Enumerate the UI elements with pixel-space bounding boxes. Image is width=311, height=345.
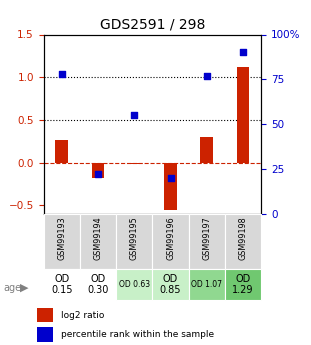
Bar bbox=[55, 140, 68, 162]
Point bbox=[59, 71, 64, 77]
Bar bbox=[189, 214, 225, 269]
Point bbox=[241, 50, 246, 55]
Text: GSM99198: GSM99198 bbox=[239, 217, 248, 260]
Bar bbox=[80, 269, 116, 300]
Bar bbox=[237, 67, 249, 162]
Text: age: age bbox=[3, 283, 21, 293]
Point bbox=[204, 73, 209, 79]
Point bbox=[132, 112, 137, 118]
Bar bbox=[225, 214, 261, 269]
Text: percentile rank within the sample: percentile rank within the sample bbox=[61, 330, 214, 339]
Text: GSM99194: GSM99194 bbox=[94, 217, 102, 260]
Text: OD 0.63: OD 0.63 bbox=[119, 280, 150, 289]
Text: OD
0.85: OD 0.85 bbox=[160, 274, 181, 295]
Text: GSM99197: GSM99197 bbox=[202, 217, 211, 260]
Text: OD
0.15: OD 0.15 bbox=[51, 274, 72, 295]
Bar bbox=[116, 269, 152, 300]
Bar bbox=[37, 308, 53, 322]
Bar bbox=[189, 269, 225, 300]
Bar bbox=[201, 137, 213, 162]
Text: GSM99196: GSM99196 bbox=[166, 217, 175, 260]
Title: GDS2591 / 298: GDS2591 / 298 bbox=[100, 18, 205, 32]
Text: OD
0.30: OD 0.30 bbox=[87, 274, 109, 295]
Bar bbox=[128, 162, 141, 164]
Bar bbox=[225, 269, 261, 300]
Bar bbox=[44, 269, 80, 300]
Point bbox=[168, 175, 173, 181]
Bar bbox=[44, 214, 80, 269]
Text: GSM99193: GSM99193 bbox=[57, 217, 66, 260]
Text: OD
1.29: OD 1.29 bbox=[232, 274, 254, 295]
Bar bbox=[80, 214, 116, 269]
Text: log2 ratio: log2 ratio bbox=[61, 311, 104, 320]
Bar bbox=[152, 214, 189, 269]
Point bbox=[95, 172, 100, 177]
Bar bbox=[37, 327, 53, 342]
Text: OD 1.07: OD 1.07 bbox=[191, 280, 222, 289]
Text: GSM99195: GSM99195 bbox=[130, 217, 139, 260]
Bar bbox=[92, 162, 104, 178]
Text: ▶: ▶ bbox=[20, 283, 28, 293]
Bar bbox=[152, 269, 189, 300]
Bar bbox=[164, 162, 177, 210]
Bar bbox=[116, 214, 152, 269]
